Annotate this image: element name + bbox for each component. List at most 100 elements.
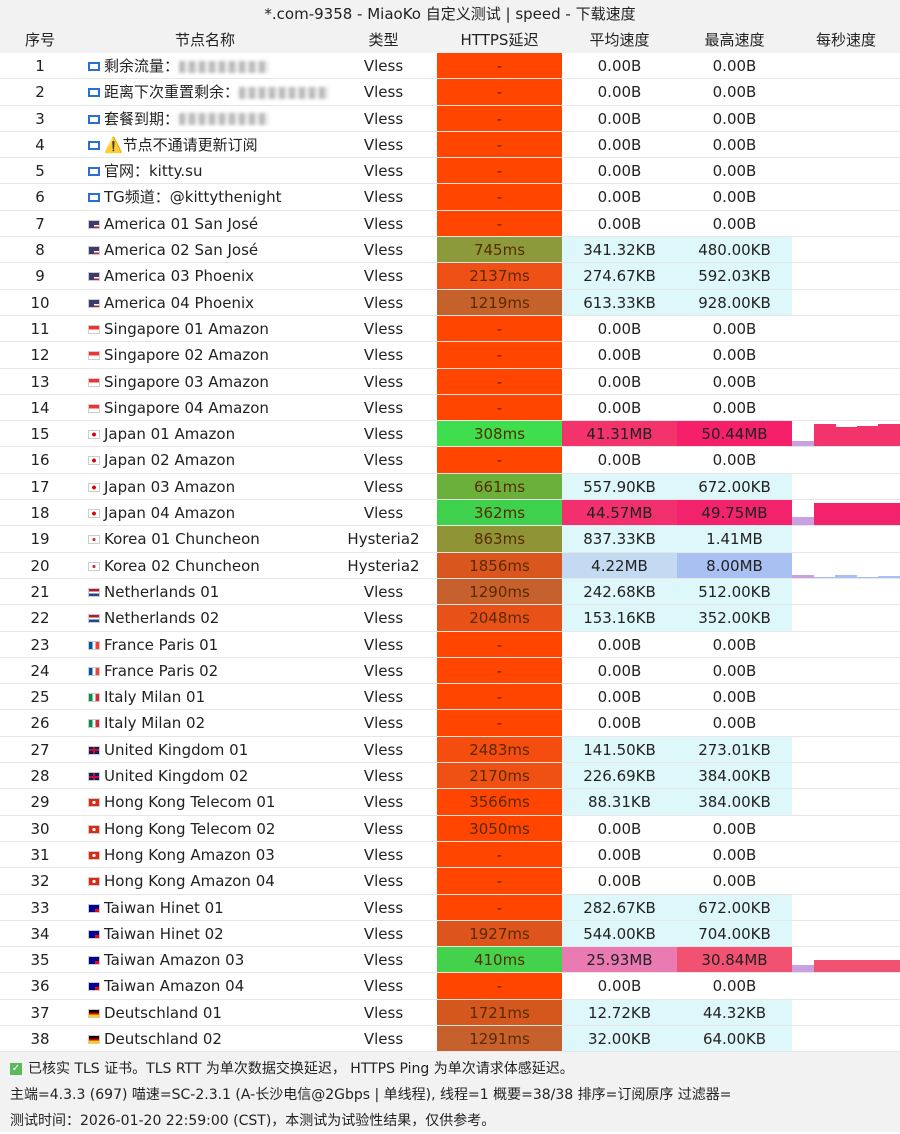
row-avg-speed: 0.00B [562, 684, 677, 709]
speed-bar [792, 965, 814, 973]
row-node-name: Singapore 04 Amazon [80, 395, 330, 420]
node-name-text: Hong Kong Telecom 01 [104, 793, 275, 811]
flag-sg-icon [88, 351, 100, 360]
row-per-second-speed [792, 474, 900, 499]
row-https-latency: 1856ms [437, 553, 562, 578]
row-node-name: France Paris 02 [80, 658, 330, 683]
row-type: Vless [330, 500, 437, 525]
row-per-second-speed [792, 316, 900, 341]
flag-info-icon [88, 167, 100, 176]
speed-bar [792, 575, 814, 578]
speed-bar [878, 424, 900, 447]
row-seq: 10 [0, 290, 80, 315]
row-per-second-speed [792, 106, 900, 131]
row-avg-speed: 557.90KB [562, 474, 677, 499]
row-max-speed: 8.00MB [677, 553, 792, 578]
row-type: Vless [330, 290, 437, 315]
node-name-text: Deutschland 01 [104, 1004, 222, 1022]
row-type: Vless [330, 579, 437, 604]
header-https-latency: HTTPS延迟 [437, 27, 562, 53]
flag-hk-icon [88, 877, 100, 886]
row-per-second-speed [792, 816, 900, 841]
row-node-name: Korea 02 Chuncheon [80, 553, 330, 578]
row-type: Vless [330, 632, 437, 657]
row-https-latency: 1290ms [437, 579, 562, 604]
row-per-second-speed [792, 605, 900, 630]
row-node-name: Taiwan Amazon 03 [80, 947, 330, 972]
row-node-name: Singapore 03 Amazon [80, 369, 330, 394]
row-max-speed: 0.00B [677, 632, 792, 657]
footer-time: 测试时间：2026-01-20 22:59:00 (CST)，本测试为试验性结果… [10, 1108, 890, 1134]
row-node-name: 官网：kitty.su [80, 158, 330, 183]
row-max-speed: 44.32KB [677, 1000, 792, 1025]
node-name-text: Hong Kong Amazon 03 [104, 846, 275, 864]
row-node-name: Hong Kong Amazon 04 [80, 868, 330, 893]
flag-gb-icon [88, 746, 100, 755]
row-avg-speed: 0.00B [562, 710, 677, 735]
row-type: Vless [330, 605, 437, 630]
row-avg-speed: 0.00B [562, 842, 677, 867]
speed-bar [835, 960, 857, 973]
row-seq: 30 [0, 816, 80, 841]
row-avg-speed: 613.33KB [562, 290, 677, 315]
row-seq: 31 [0, 842, 80, 867]
row-https-latency: - [437, 79, 562, 104]
speed-bar [857, 577, 879, 578]
header-name: 节点名称 [80, 27, 330, 53]
speed-bar [835, 575, 857, 578]
row-avg-speed: 0.00B [562, 158, 677, 183]
row-https-latency: 2137ms [437, 263, 562, 288]
row-node-name: Deutschland 01 [80, 1000, 330, 1025]
row-https-latency: - [437, 342, 562, 367]
row-avg-speed: 0.00B [562, 658, 677, 683]
row-max-speed: 1.41MB [677, 526, 792, 551]
row-https-latency: 745ms [437, 237, 562, 262]
row-https-latency: 3566ms [437, 789, 562, 814]
row-https-latency: - [437, 211, 562, 236]
row-type: Vless [330, 868, 437, 893]
row-seq: 27 [0, 737, 80, 762]
flag-us-icon [88, 246, 100, 255]
speed-bar [857, 503, 879, 526]
table-header: 序号 节点名称 类型 HTTPS延迟 平均速度 最高速度 每秒速度 [0, 27, 900, 53]
speed-bar [878, 503, 900, 526]
